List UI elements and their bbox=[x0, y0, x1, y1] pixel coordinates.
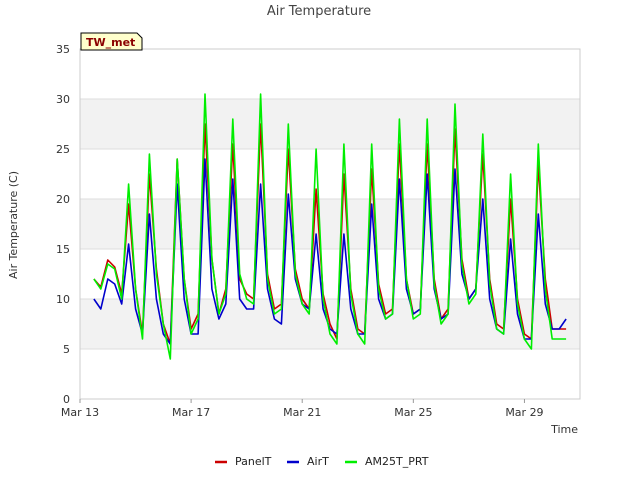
plot-border bbox=[79, 48, 581, 400]
y-tick-label: 0 bbox=[63, 393, 70, 406]
background-bands bbox=[80, 99, 580, 349]
legend: PanelT AirT AM25T_PRT bbox=[215, 455, 429, 468]
x-axis-label: Time bbox=[550, 423, 578, 436]
legend-label: AM25T_PRT bbox=[365, 455, 429, 468]
grid-band bbox=[80, 99, 580, 149]
series-layer bbox=[93, 93, 567, 360]
y-tick-label: 15 bbox=[56, 243, 70, 256]
x-tick-label: Mar 25 bbox=[394, 406, 432, 419]
legend-label: AirT bbox=[307, 455, 329, 468]
station-badge-label: TW_met bbox=[86, 36, 135, 49]
legend-item: PanelT bbox=[215, 455, 272, 468]
grid-band bbox=[80, 199, 580, 249]
chart-title: Air Temperature bbox=[267, 4, 371, 19]
y-tick-label: 5 bbox=[63, 343, 70, 356]
y-tick-label: 30 bbox=[56, 93, 70, 106]
x-tick-label: Mar 17 bbox=[172, 406, 210, 419]
x-tick-label: Mar 21 bbox=[283, 406, 321, 419]
x-ticks: Mar 13 Mar 17 Mar 21 Mar 25 Mar 29 bbox=[61, 399, 544, 419]
x-tick-label: Mar 29 bbox=[505, 406, 543, 419]
legend-item: AM25T_PRT bbox=[345, 455, 429, 468]
y-ticks: 0 5 10 15 20 25 30 35 bbox=[56, 43, 70, 406]
y-tick-label: 10 bbox=[56, 293, 70, 306]
x-tick-label: Mar 13 bbox=[61, 406, 99, 419]
station-badge: TW_met bbox=[80, 32, 143, 51]
series-line-am25t_prt bbox=[93, 93, 567, 360]
legend-label: PanelT bbox=[235, 455, 272, 468]
y-tick-label: 25 bbox=[56, 143, 70, 156]
y-tick-label: 35 bbox=[56, 43, 70, 56]
legend-item: AirT bbox=[287, 455, 329, 468]
y-tick-label: 20 bbox=[56, 193, 70, 206]
y-axis-label: Air Temperature (C) bbox=[7, 171, 20, 279]
